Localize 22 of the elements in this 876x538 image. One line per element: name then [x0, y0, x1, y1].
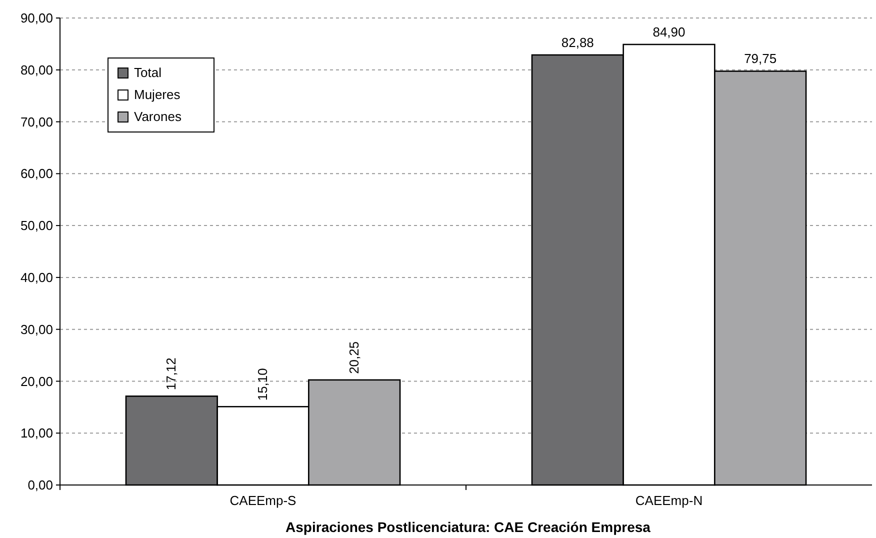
data-label: 20,25 — [346, 341, 362, 374]
x-tick-label: CAEEmp-S — [230, 493, 297, 508]
data-label: 17,12 — [164, 358, 179, 390]
y-tick-label: 80,00 — [20, 62, 53, 78]
y-tick-label: 20,00 — [20, 374, 53, 389]
data-label: 79,75 — [744, 51, 777, 66]
y-tick-label: 60,00 — [20, 166, 53, 182]
legend-label: Varones — [134, 109, 182, 124]
data-label: 84,90 — [652, 24, 686, 40]
data-label: 15,10 — [255, 368, 270, 401]
data-label: 82,88 — [561, 34, 594, 50]
legend-label: Total — [134, 65, 162, 80]
y-tick-label: 10,00 — [20, 426, 53, 441]
x-tick-label: CAEEmp-N — [635, 493, 703, 508]
y-tick-label: 70,00 — [20, 114, 53, 130]
y-tick-label: 50,00 — [20, 218, 53, 234]
text: Aspiraciones Postlicenciatura: CAE Creación Empresa — [286, 519, 651, 535]
y-tick-label: 30,00 — [20, 322, 53, 337]
legend-label: Mujeres — [134, 87, 181, 102]
y-tick-label: 40,00 — [20, 270, 53, 285]
y-tick-label: 0,00 — [28, 478, 53, 493]
y-tick-label: 90,00 — [20, 10, 53, 26]
